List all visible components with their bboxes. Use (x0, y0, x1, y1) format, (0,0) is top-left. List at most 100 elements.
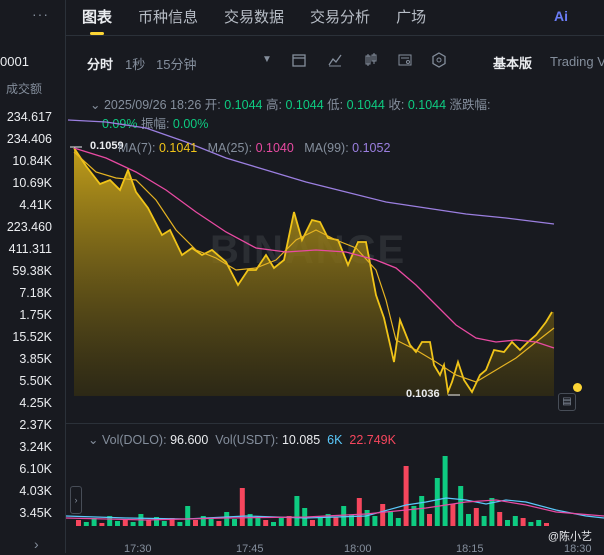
interval-dropdown-icon[interactable]: ▼ (262, 54, 272, 65)
volume-ma-line (66, 497, 604, 520)
price-chart[interactable] (66, 80, 604, 420)
tradingview-button[interactable]: Trading V (550, 54, 604, 69)
high-label: 高: (265, 98, 282, 112)
tab-0[interactable]: 图表 (82, 6, 112, 35)
basic-version-button[interactable]: 基本版 (493, 56, 533, 71)
high-price-label: 0.1059 (90, 140, 124, 152)
volume-bar (161, 521, 167, 526)
ma99-label: MA(99): (304, 141, 349, 155)
volume-bar (395, 518, 401, 526)
volume-bar (505, 520, 510, 526)
turnover-list-item: 411.311 (8, 242, 52, 256)
hexagon-icon[interactable] (431, 52, 447, 68)
tab-2[interactable]: 交易数据 (224, 9, 285, 26)
vol-ma-value: 6K (327, 433, 343, 447)
settings-lines-icon[interactable] (397, 52, 413, 68)
volume-bar (380, 504, 386, 526)
turnover-list-item: 3.24K (19, 440, 52, 454)
top-tab-bar: 图表 币种信息 交易数据 交易分析 广场 Ai (66, 0, 604, 36)
chart-overlay-icon[interactable]: ▤ (558, 393, 576, 411)
turnover-list-item: 2.37K (19, 418, 52, 432)
volume-expand-button[interactable]: › (70, 486, 82, 514)
more-icon[interactable]: ··· (32, 6, 49, 22)
volume-bar (294, 496, 300, 526)
ma25-value: 0.1040 (255, 141, 294, 155)
volume-bar (341, 506, 347, 526)
tab-3[interactable]: 交易分析 (310, 9, 371, 26)
volume-bar (76, 520, 81, 526)
turnover-list-item: 3.85K (19, 352, 52, 366)
volume-bar (349, 515, 354, 526)
vol-ma2-value: 22.749K (349, 433, 396, 447)
volume-bar (466, 514, 471, 526)
turnover-list-item: 223.460 (6, 220, 52, 234)
volume-bar (411, 506, 417, 526)
volume-bar (317, 518, 323, 526)
1s-button[interactable]: 1秒 (125, 57, 146, 72)
volume-bar (247, 514, 253, 526)
candlestick-icon[interactable] (363, 52, 379, 68)
volume-collapse-icon[interactable]: ⌄ (88, 433, 99, 447)
ma25-label: MA(25): (207, 141, 253, 155)
volume-bar (154, 517, 159, 526)
turnover-list-item: 234.617 (6, 110, 52, 124)
tab-1[interactable]: 币种信息 (138, 9, 199, 26)
time-axis-label: 17:30 (124, 543, 152, 555)
turnover-list-item: 1.75K (19, 308, 52, 322)
volume-bar (185, 506, 191, 526)
ohlc-datetime: 2025/09/26 18:26 (103, 98, 202, 112)
turnover-list-item: 4.03K (19, 484, 52, 498)
chevron-right-icon[interactable]: › (34, 536, 39, 552)
turnover-list-item: 5.50K (19, 374, 52, 388)
volume-bar (208, 518, 214, 526)
low-label: 低: (327, 98, 344, 112)
ohlc-info: ⌄ 2025/09/26 18:26 开: 0.1044 高: 0.1044 低… (90, 94, 491, 113)
volume-bar (520, 518, 526, 526)
turnover-list-item: 6.10K (19, 462, 52, 476)
turnover-list-item: 234.406 (6, 132, 52, 146)
volume-bar (232, 519, 237, 526)
volume-bar (83, 522, 89, 526)
time-axis-label: 18:00 (344, 543, 372, 555)
volume-bar (310, 520, 315, 526)
turnover-list-item: 10.84K (12, 154, 52, 168)
vol-dolo-label: Vol(DOLO): (101, 433, 167, 447)
volume-bar (497, 512, 503, 526)
volume-bar (146, 520, 152, 526)
volume-bar (177, 522, 183, 526)
turnover-list-item: 4.41K (19, 198, 52, 212)
volume-bar (91, 518, 97, 526)
volume-bar (536, 520, 542, 526)
price-header-value: 0001 (0, 54, 29, 69)
vol-usdt-label: Vol(USDT): (215, 433, 279, 447)
timeline-button[interactable]: 分时 (87, 57, 114, 72)
close-label: 收: (388, 98, 405, 112)
ai-icon[interactable]: Ai (554, 8, 568, 24)
low-value: 0.1044 (346, 98, 385, 112)
volume-bar (239, 488, 245, 526)
volume-bar (356, 498, 362, 526)
volume-bar (434, 478, 440, 526)
collapse-chevron-icon[interactable]: ⌄ (90, 98, 101, 112)
ma99-line (67, 119, 555, 225)
vol-dolo-value: 96.600 (170, 433, 209, 447)
turnover-list: 234.617 234.406 10.84K 10.69K 4.41K 223.460 41… (0, 106, 52, 524)
15m-button[interactable]: 15分钟 (156, 57, 197, 72)
volume-chart[interactable] (66, 450, 604, 530)
volume-legend: ⌄ Vol(DOLO): 96.600 Vol(USDT): 10.085 6K… (88, 432, 396, 447)
volume-bar (544, 523, 549, 526)
volume-bar (216, 521, 222, 526)
volume-bar (450, 504, 456, 526)
indicator-icon[interactable] (327, 52, 343, 68)
volume-bar (286, 516, 292, 526)
tab-4[interactable]: 广场 (396, 9, 427, 26)
volume-bar (122, 519, 128, 526)
volume-bar (403, 466, 409, 526)
time-axis-label: 18:15 (456, 543, 484, 555)
volume-bar (278, 518, 284, 526)
ma7-label: MA(7): (118, 141, 156, 155)
volume-bar (169, 518, 175, 526)
volume-bar (458, 486, 464, 526)
calendar-icon[interactable] (291, 52, 307, 68)
volume-bar (130, 522, 136, 526)
